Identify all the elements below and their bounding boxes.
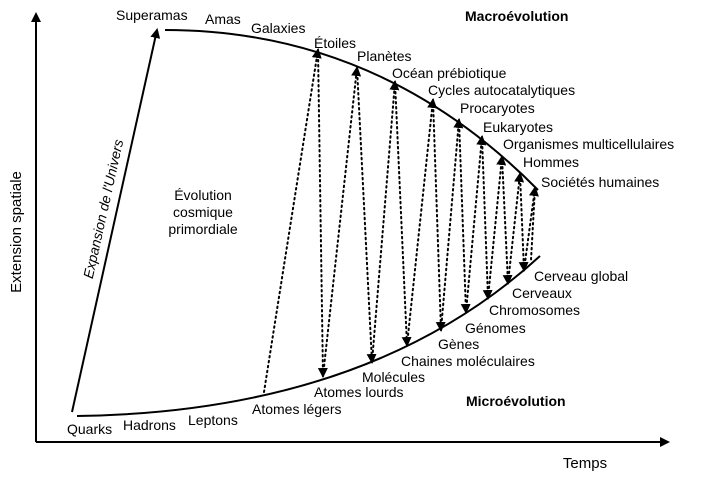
center-label-line2: cosmique <box>173 204 233 220</box>
lower-label: Leptons <box>188 412 238 428</box>
dotted-arrow <box>518 173 529 272</box>
upper-label: Sociétés humaines <box>541 174 659 190</box>
dotted-arrow <box>371 80 400 363</box>
upper-label: Planètes <box>357 48 411 64</box>
center-label-line3: primordiale <box>168 221 237 237</box>
macro-header: Macroévolution <box>465 8 568 24</box>
dotted-arrow <box>481 136 493 300</box>
lower-label: Chaines moléculaires <box>401 353 535 369</box>
dotted-arrow <box>465 135 487 313</box>
upper-label: Étoiles <box>314 35 356 51</box>
upper-labels: Superamas Amas Galaxies Étoiles Planètes… <box>116 7 674 190</box>
lower-label: Cerveau global <box>534 268 628 284</box>
micro-header: Microévolution <box>466 393 566 409</box>
lower-label: Molécules <box>362 369 425 385</box>
lower-label: Quarks <box>67 421 112 437</box>
dotted-arrow <box>458 119 471 314</box>
upper-label: Procaryotes <box>460 100 535 116</box>
dotted-arrow <box>317 49 328 378</box>
dotted-arrow <box>263 48 322 393</box>
upper-label: Océan prébiotique <box>392 65 507 81</box>
lower-labels: Quarks Hadrons Leptons Atomes légers Ato… <box>67 268 628 437</box>
dotted-arrow <box>394 81 412 347</box>
dotted-arrow <box>406 98 438 346</box>
dotted-arrow <box>507 172 525 284</box>
upper-label: Organismes multicellulaires <box>503 136 674 152</box>
upper-label: Cycles autocatalytiques <box>428 82 575 98</box>
lower-label: Génomes <box>465 320 526 336</box>
dotted-arrow <box>322 66 362 377</box>
dotted-arrow <box>356 67 377 364</box>
dotted-arrow <box>523 186 539 271</box>
center-label-line1: Évolution <box>174 187 232 203</box>
lower-label: Atomes légers <box>252 401 341 417</box>
upper-label: Amas <box>205 11 241 27</box>
y-axis-title: Extension spatiale <box>8 171 25 293</box>
upper-label: Eukaryotes <box>483 119 553 135</box>
dotted-arrow <box>487 155 507 299</box>
lower-label: Cerveaux <box>512 285 572 301</box>
dotted-arrow <box>501 156 513 285</box>
upper-label: Superamas <box>116 7 188 23</box>
expansion-arrow <box>71 28 161 413</box>
expansion-label: Expansion de l'Univers <box>80 138 126 280</box>
dotted-arrow <box>432 99 446 332</box>
x-axis-title: Temps <box>563 455 607 472</box>
dotted-arrow <box>530 187 536 261</box>
lower-label: Chromosomes <box>489 302 580 318</box>
macro-curve <box>164 29 539 191</box>
upper-label: Galaxies <box>251 20 305 36</box>
upper-label: Hommes <box>523 154 579 170</box>
dotted-arrow <box>440 118 464 331</box>
lower-label: Hadrons <box>123 417 176 433</box>
dotted-arrows <box>263 48 539 393</box>
lower-label: Atomes lourds <box>314 384 403 400</box>
lower-label: Gènes <box>438 336 479 352</box>
